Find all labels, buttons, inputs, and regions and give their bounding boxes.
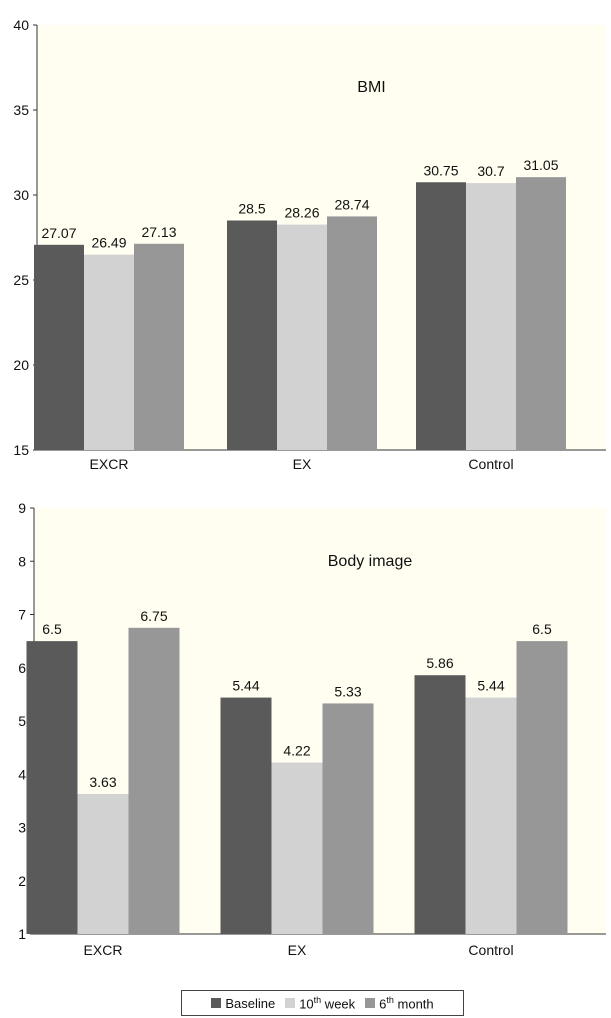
y-tick-label: 6 (18, 660, 26, 676)
bar-week10 (277, 224, 327, 450)
bar-week10 (271, 762, 323, 934)
y-tick-label: 25 (13, 272, 29, 288)
data-label: 6.75 (140, 608, 167, 624)
bar-baseline (227, 220, 277, 450)
y-tick-label: 30 (13, 187, 29, 203)
bar-week10 (466, 183, 516, 450)
legend-swatch-week10 (285, 997, 296, 1008)
y-tick-label: 20 (13, 357, 29, 373)
legend: Baseline 10th week 6th month (181, 990, 464, 1016)
y-tick-label: 7 (18, 607, 26, 623)
x-tick-label: EXCR (84, 942, 123, 958)
data-label: 4.22 (283, 743, 310, 759)
y-tick-label: 3 (18, 820, 26, 836)
y-tick-label: 15 (13, 442, 29, 458)
bar-week10 (465, 697, 517, 934)
data-label: 5.44 (477, 678, 504, 694)
data-label: 3.63 (89, 774, 116, 790)
bar-month6 (516, 177, 566, 450)
legend-swatch-baseline (211, 998, 222, 1008)
bar-month6 (322, 703, 374, 934)
data-label: 5.86 (426, 655, 453, 671)
bar-month6 (128, 627, 180, 934)
bar-baseline (416, 182, 466, 450)
x-tick-label: Control (468, 456, 513, 472)
data-label: 26.49 (91, 235, 126, 251)
legend-label-baseline: Baseline (225, 995, 276, 1011)
legend-item-week10: 10th week (285, 995, 355, 1011)
y-tick-label: 40 (13, 17, 29, 33)
x-tick-label: EXCR (90, 456, 129, 472)
bar-baseline (26, 641, 78, 934)
data-label: 30.7 (477, 163, 504, 179)
legend-label-week10: 10th week (299, 994, 356, 1012)
data-label: 31.05 (523, 157, 558, 173)
data-label: 30.75 (423, 162, 458, 178)
data-label: 27.13 (141, 224, 176, 240)
y-tick-label: 9 (18, 500, 26, 516)
chart-panel-2: 1 2 3 4 5 6 7 8 9 Body image 6.5 3.63 6.75 EXCR 5.44 4.… (18, 500, 606, 958)
bar-month6 (516, 641, 568, 934)
chart-title: BMI (357, 79, 385, 96)
y-tick-label: 8 (18, 553, 26, 569)
bar-month6 (327, 216, 377, 450)
y-tick-label: 35 (13, 102, 29, 118)
bar-week10 (84, 254, 134, 450)
data-label: 28.74 (334, 196, 369, 212)
data-label: 27.07 (41, 225, 76, 241)
data-label: 5.33 (334, 683, 361, 699)
legend-label-month6: 6th month (379, 994, 434, 1012)
legend-swatch-month6 (365, 997, 376, 1008)
data-label: 6.5 (532, 621, 552, 637)
y-tick-label: 4 (18, 766, 26, 782)
bar-week10 (77, 793, 129, 934)
bar-month6 (134, 243, 184, 450)
x-tick-label: EX (288, 942, 307, 958)
chart-panel-1: 15 20 25 30 35 40 BMI 27.07 26.49 27.13 EXCR 28.5 28… (13, 17, 606, 472)
y-tick-label: 2 (18, 873, 26, 889)
y-tick-label: 1 (18, 926, 26, 942)
bar-baseline (414, 675, 466, 934)
x-tick-label: EX (293, 456, 312, 472)
data-label: 28.26 (284, 205, 319, 221)
bar-baseline (34, 244, 84, 450)
y-tick-label: 5 (18, 713, 26, 729)
x-tick-label: Control (468, 942, 513, 958)
data-label: 28.5 (238, 201, 265, 217)
bar-baseline (220, 697, 272, 934)
data-label: 5.44 (232, 678, 259, 694)
legend-item-baseline: Baseline (211, 996, 275, 1011)
data-label: 6.5 (42, 621, 62, 637)
legend-item-month6: 6th month (365, 995, 434, 1011)
chart-title: Body image (328, 553, 413, 570)
